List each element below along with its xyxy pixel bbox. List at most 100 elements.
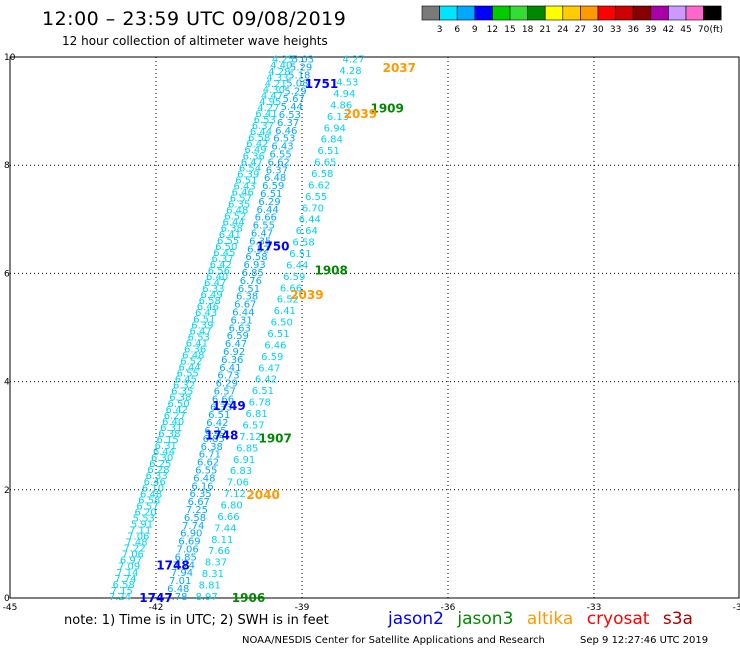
wave-height-value: 6.35 <box>249 236 271 247</box>
pass-time-label: 1751 <box>305 77 338 91</box>
wave-height-value: 6.31 <box>155 441 177 452</box>
latitude-tick: 2 <box>4 486 10 496</box>
latitude-tick: 6 <box>4 269 10 279</box>
wave-height-value: 6.57 <box>136 501 158 512</box>
wave-height-value: 6.66 <box>212 394 234 405</box>
wave-height-value: 6.42 <box>206 418 228 429</box>
wave-height-value: 6.50 <box>271 318 293 329</box>
wave-height-value: 7.06 <box>122 550 144 561</box>
wave-height-value: 6.44 <box>256 205 278 216</box>
wave-height-value: 6.51 <box>235 175 257 186</box>
colorbar-label: 15 <box>504 25 515 35</box>
wave-height-value: 6.42 <box>246 139 268 150</box>
pass-time-label: 2039 <box>290 288 323 302</box>
wave-height-value: 6.58 <box>245 252 267 263</box>
wave-height-value: 6.93 <box>243 260 265 271</box>
wave-height-value: 6.40 <box>162 417 184 428</box>
wave-height-value: 6.47 <box>204 278 226 289</box>
wave-height-value: 6.67 <box>188 497 210 508</box>
wave-height-value: 5.67 <box>283 94 305 105</box>
wave-height-value: 6.44 <box>286 260 308 271</box>
wave-height-value: 6.58 <box>248 133 270 144</box>
wave-height-value: 6.42 <box>255 375 277 386</box>
wave-height-value: 6.47 <box>241 157 263 168</box>
wave-height-value: 6.35 <box>189 489 211 500</box>
wave-height-value: 6.47 <box>189 326 211 337</box>
map-frame <box>9 56 740 599</box>
wave-height-value: 5.44 <box>281 102 303 113</box>
wave-height-value: 6.31 <box>160 423 182 434</box>
wave-height-value: 6.46 <box>232 188 254 199</box>
wave-height-value: 4.94 <box>333 89 355 100</box>
wave-height-value: 6.51 <box>260 189 282 200</box>
wave-height-value: 6.48 <box>140 489 162 500</box>
wave-height-value: 6.25 <box>204 426 226 437</box>
wave-height-value: 7.15 <box>111 586 133 597</box>
wave-height-value: 6.91 <box>233 455 255 466</box>
wave-height-value: 6.51 <box>267 329 289 340</box>
wave-height-value: 6.27 <box>164 411 186 422</box>
wave-height-value: 6.55 <box>177 369 199 380</box>
track-right: 8.978.818.318.377.668.117.446.666.807.12… <box>195 55 364 603</box>
wave-height-value: 6.51 <box>238 284 260 295</box>
wave-height-value: 6.78 <box>249 398 271 409</box>
footer-note: note: 1) Time is in UTC; 2) SWH is in fe… <box>64 613 329 628</box>
wave-height-value: 7.48 <box>125 538 147 549</box>
wave-height-value: 6.41 <box>186 338 208 349</box>
wave-height-value: 6.66 <box>280 283 302 294</box>
wave-height-value: 6.52 <box>277 295 299 306</box>
wave-height-value: 6.44 <box>153 447 175 458</box>
wave-height-value: 6.48 <box>167 584 189 595</box>
colorbar-swatch <box>703 5 722 21</box>
wave-height-value: 6.37 <box>252 121 274 132</box>
wave-height-value: 6.59 <box>227 331 249 342</box>
wave-height-value: 6.13 <box>327 112 349 123</box>
wave-height-value: 6.35 <box>171 387 193 398</box>
wave-height-value: 6.55 <box>195 466 217 477</box>
wave-height-value: 6.48 <box>193 473 215 484</box>
wave-height-value: 6.59 <box>261 352 283 363</box>
wave-height-value: 7.06 <box>227 478 249 489</box>
wave-height-value: 7.22 <box>123 544 145 555</box>
wave-height-value: 6.28 <box>147 465 169 476</box>
colorbar-label: 24 <box>557 25 569 35</box>
wave-height-value: 6.30 <box>151 453 173 464</box>
wave-height-value: 4.28 <box>339 66 361 77</box>
wave-height-value: 6.38 <box>158 429 180 440</box>
pass-time-labels: 1747 1748 1748 1749 1750 1751 1906 1907 1908 1909… <box>139 61 416 605</box>
pass-time-label: 1748 <box>205 429 238 443</box>
wave-height-value: 6.69 <box>178 537 200 548</box>
wave-height-value: 6.43 <box>195 308 217 319</box>
latitude-tick: 0 <box>4 594 10 604</box>
longitude-tick: -33 <box>587 603 602 613</box>
pass-time-label: 1749 <box>212 399 245 413</box>
wave-height-value: 4.21 <box>265 79 287 90</box>
colorbar-label: 27 <box>575 25 586 35</box>
wave-height-value: 7.78 <box>165 592 187 603</box>
wave-height-value: 7.01 <box>169 576 191 587</box>
wave-height-value: 6.43 <box>233 182 255 193</box>
wave-height-value: 5.29 <box>290 63 312 74</box>
wave-height-value: 4.27 <box>342 55 364 66</box>
pass-time-label: 1747 <box>139 591 172 605</box>
wave-height-value: 6.32 <box>173 381 195 392</box>
wave-height-value: 4.25 <box>272 55 294 66</box>
wave-height-value: 7.25 <box>186 505 208 516</box>
pass-time-label: 1906 <box>232 591 265 605</box>
wave-height-value: 6.42 <box>210 260 232 271</box>
wave-height-value: 6.58 <box>184 513 206 524</box>
wave-height-value: 4.28 <box>268 67 290 78</box>
wave-height-value: 6.44 <box>232 308 254 319</box>
wave-height-value: 6.45 <box>213 248 235 259</box>
wave-height-value: 6.36 <box>184 344 206 355</box>
wave-height-value: 6.29 <box>216 379 238 390</box>
wave-height-value: 6.53 <box>279 110 301 121</box>
wave-height-value: 6.71 <box>199 450 221 461</box>
wave-height-value: 5.29 <box>284 86 306 97</box>
wave-height-value: 6.57 <box>242 421 264 432</box>
wave-height-value: 6.58 <box>292 238 314 249</box>
wave-height-value: 8.37 <box>205 558 227 569</box>
wave-height-value: 6.57 <box>230 194 252 205</box>
wave-height-value: 6.36 <box>243 151 265 162</box>
